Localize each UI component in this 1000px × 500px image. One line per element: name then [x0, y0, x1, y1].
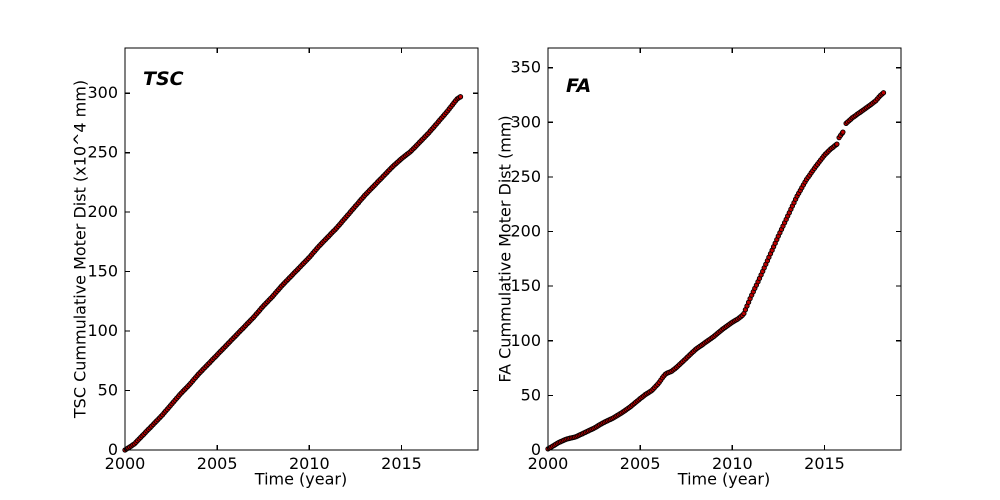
right-series-markers — [545, 90, 887, 452]
right-ytick-label: 150 — [510, 276, 541, 295]
left-ytick-label: 300 — [87, 83, 118, 102]
left-ytick-label: 0 — [108, 440, 118, 459]
right-panel: 2000 2005 2010 2015 0 50 100 150 200 250 300 350 — [510, 47, 902, 473]
right-panel-annotation: FA — [566, 75, 592, 97]
left-panel: 2000 2005 2010 2015 0 50 100 150 200 250 300 — [87, 47, 479, 473]
left-ytick-label: 50 — [98, 381, 118, 400]
left-ticks — [124, 48, 478, 451]
left-xtick-label: 2005 — [197, 454, 238, 473]
left-tick-labels: 2000 2005 2010 2015 0 50 100 150 200 250 300 — [87, 83, 421, 473]
right-xtick-label: 2015 — [804, 454, 845, 473]
right-xtick-label: 2000 — [528, 454, 569, 473]
left-xtick-label: 2010 — [289, 454, 330, 473]
right-ytick-label: 250 — [510, 167, 541, 186]
right-ytick-label: 100 — [510, 331, 541, 350]
left-xaxis-label: Time (year) — [254, 469, 348, 489]
right-axes-box — [547, 47, 902, 451]
left-yaxis-label: TSC Cummulative Moter Dist (x10^4 mm) — [70, 79, 90, 419]
left-xtick-label: 2000 — [105, 454, 146, 473]
right-tick-labels: 2000 2005 2010 2015 0 50 100 150 200 250 300 350 — [510, 58, 844, 473]
right-ytick-label: 200 — [510, 222, 541, 241]
left-series-markers — [122, 94, 464, 453]
left-panel-annotation: TSC — [143, 68, 184, 90]
left-axes-box — [124, 47, 479, 451]
right-yaxis-label: FA Cummulative Moter Dist (mm) — [495, 115, 515, 383]
right-xaxis-label: Time (year) — [677, 469, 771, 489]
right-ytick-label: 0 — [531, 440, 541, 459]
right-xtick-label: 2005 — [620, 454, 661, 473]
right-ytick-label: 350 — [510, 58, 541, 77]
left-xtick-label: 2015 — [381, 454, 422, 473]
right-ytick-label: 50 — [521, 385, 541, 404]
left-ytick-label: 200 — [87, 202, 118, 221]
right-ticks — [547, 48, 901, 451]
left-ytick-label: 250 — [87, 143, 118, 162]
left-ytick-label: 100 — [87, 321, 118, 340]
left-ytick-label: 150 — [87, 262, 118, 281]
right-xtick-label: 2010 — [712, 454, 753, 473]
right-ytick-label: 300 — [510, 112, 541, 131]
